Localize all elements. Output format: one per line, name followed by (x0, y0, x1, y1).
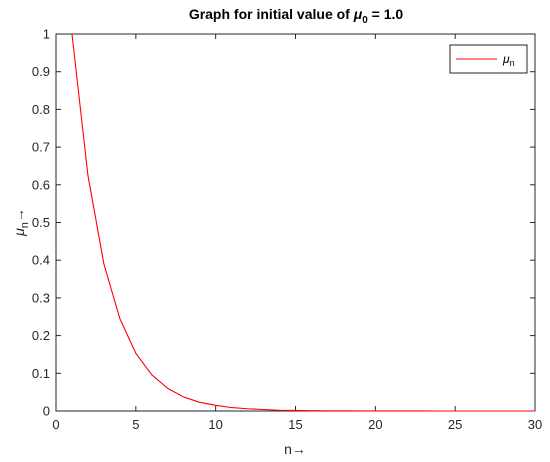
x-tick-label-3: 15 (288, 417, 302, 432)
legend-entry-mu-n: μn (502, 52, 515, 68)
x-tick-label-4: 20 (368, 417, 382, 432)
x-tick-label-5: 25 (448, 417, 462, 432)
x-tick-label-2: 10 (208, 417, 222, 432)
y-tick-label-2: 0.2 (32, 328, 50, 343)
ylabel-symbol: μ (11, 228, 27, 237)
series-line-0 (71, 33, 535, 412)
y-tick-label-10: 1 (43, 27, 50, 42)
plot-area (55, 33, 536, 412)
y-tick-label-4: 0.4 (32, 253, 50, 268)
y-tick-label-3: 0.3 (32, 290, 50, 305)
y-tick-label-5: 0.5 (32, 215, 50, 230)
y-tick-label-8: 0.8 (32, 102, 50, 117)
y-tick-label-9: 0.9 (32, 64, 50, 79)
y-tick-label-7: 0.7 (32, 140, 50, 155)
chart-title: Graph for initial value of μ0 = 1.0 (189, 6, 404, 26)
y-tick-label-6: 0.6 (32, 177, 50, 192)
axis-tick-labels: 0 5 10 15 20 25 30 0 0.1 0.2 0.3 0.4 0.5 0.6 0.7 0.8 0.9… (32, 27, 542, 433)
legend: μn (449, 44, 528, 74)
x-axis-label: n→ (284, 441, 306, 457)
x-tick-label-6: 30 (528, 417, 542, 432)
series-layer (71, 33, 535, 412)
title-subscript: 0 (362, 15, 368, 26)
y-tick-label-1: 0.1 (32, 366, 50, 381)
y-tick-label-0: 0 (43, 404, 50, 419)
legend-symbol: μ (502, 52, 510, 66)
x-tick-label-1: 5 (132, 417, 139, 432)
x-tick-label-0: 0 (52, 417, 59, 432)
ylabel-arrow: → (11, 208, 27, 222)
title-symbol: μ (353, 6, 363, 22)
title-prefix: Graph for initial value of (189, 6, 354, 22)
legend-subscript: n (510, 58, 515, 68)
ylabel-subscript: n (19, 222, 31, 228)
title-suffix: = 1.0 (368, 6, 404, 22)
y-axis-label: μn→ (11, 208, 31, 237)
